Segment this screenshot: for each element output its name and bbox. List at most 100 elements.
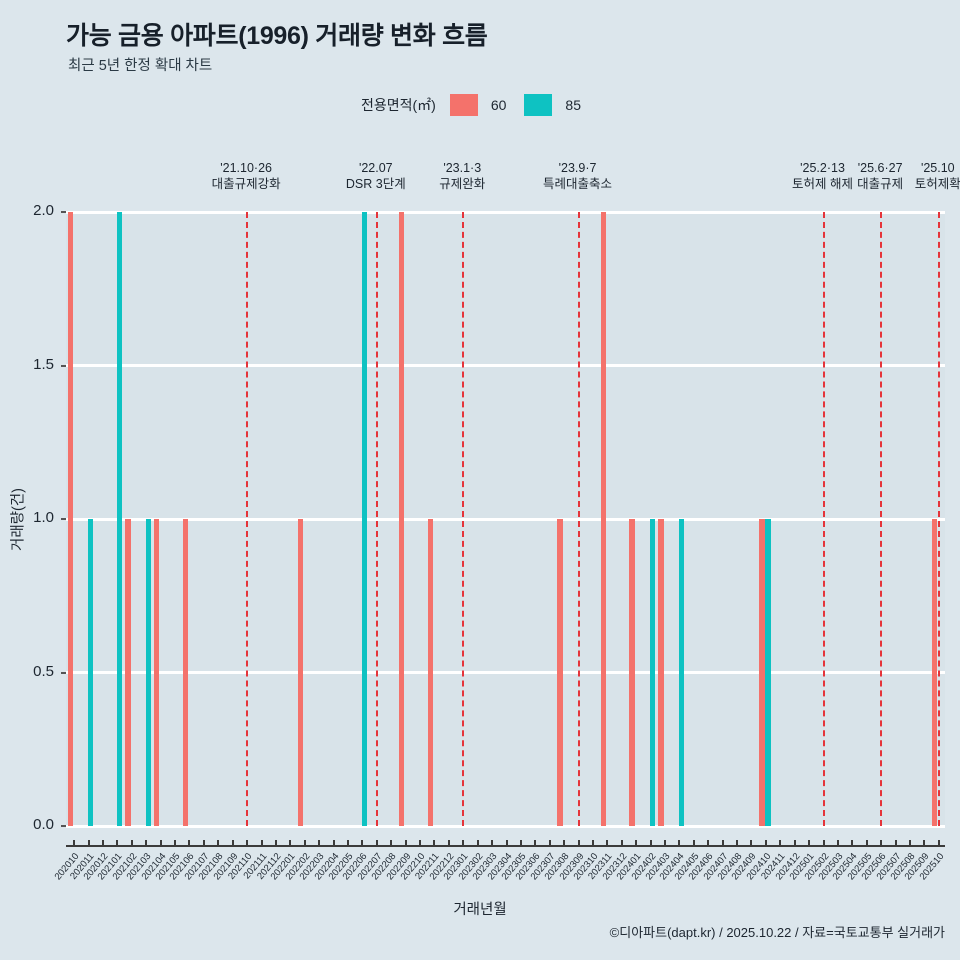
event-annotation-date: '21.10·26 [220,161,272,175]
x-tick-mark [346,840,349,847]
x-tick-mark [519,840,522,847]
y-tick-label: 1.5 [33,355,54,373]
event-annotation-text: 토허제 해제 [792,177,854,191]
event-line [880,212,883,826]
x-tick-mark [534,840,537,847]
x-tick-mark [73,840,76,847]
x-tick-mark [202,840,205,847]
gridline [66,824,945,828]
x-tick-mark [635,840,638,847]
event-annotation: '21.10·26 대출규제강화 [212,160,281,192]
bar[interactable] [182,519,189,826]
bar[interactable] [145,519,151,826]
x-tick-mark [375,840,378,847]
y-tick-mark [61,825,66,827]
event-annotation-date: '25.6·27 [857,161,903,175]
x-tick-mark [404,840,407,847]
bar[interactable] [765,519,771,826]
x-tick-mark [87,840,90,847]
bar[interactable] [932,519,938,826]
x-tick-mark [390,840,393,847]
y-tick-mark [61,671,66,674]
x-tick-mark [692,840,695,847]
x-tick-mark [908,840,911,847]
x-tick-mark [591,840,594,847]
gridline [66,671,945,674]
bar[interactable] [557,519,563,826]
legend-item-60[interactable]: 60 [449,94,506,116]
chart-legend: 전용면적(㎡) 60 85 [0,94,960,116]
y-tick-label: 1.0 [33,509,54,526]
bar[interactable] [427,519,434,826]
bar[interactable] [87,519,94,826]
legend-swatch-85 [524,94,553,116]
event-annotation: '25.6·27 대출규제 [857,160,903,192]
x-tick-mark [577,840,580,847]
x-tick-mark [332,840,335,847]
bar[interactable] [600,212,607,826]
x-tick-mark [548,840,551,847]
x-tick-mark [505,840,508,847]
event-annotation-text: DSR 3단계 [345,177,406,191]
y-axis-title: 거래량(건) [10,487,27,552]
event-annotation: '25.10 토허제확 [915,160,960,192]
x-tick-mark [808,840,811,847]
page-subtitle: 최근 5년 한정 확대 차트 [68,58,213,74]
x-tick-mark [865,840,868,847]
bar[interactable] [398,212,405,826]
x-axis: 202010 202011 202012 202101 202102 202103 2021… [53,840,946,882]
event-annotation-date: '23.9·7 [558,161,597,175]
x-tick-mark [750,840,753,847]
event-annotation: '22.07 DSR 3단계 [346,160,406,192]
x-tick-mark [822,840,825,847]
x-tick-mark [419,840,422,847]
legend-swatch-60 [449,94,478,116]
x-tick-mark [433,840,436,847]
bar[interactable] [67,212,73,826]
bar[interactable] [658,519,664,826]
x-tick-mark [361,840,364,847]
y-tick-mark [61,211,66,213]
event-line [246,212,249,826]
x-tick-mark [678,840,681,847]
page-title: 가능 금용 아파트(1996) 거래량 변화 흐름 [66,22,488,50]
x-tick-mark [664,840,666,847]
footer-credit: ©디아파트(dapt.kr) / 2025.10.22 / 자료=국토교통부 실… [609,925,945,940]
bar[interactable] [361,212,368,826]
x-tick-mark [606,840,609,847]
y-tick-mark [61,518,66,520]
event-annotation-text: 규제완화 [439,177,486,191]
x-tick-mark [923,840,926,847]
x-axis-title: 거래년월 [453,902,507,918]
legend-title: 전용면적(㎡) [360,97,436,113]
event-annotation-date: '23.1·3 [443,161,482,175]
x-tick-mark [260,840,263,847]
event-annotation-date: '25.2·13 [800,161,845,175]
x-tick-mark [274,840,277,847]
x-tick-mark [620,840,623,847]
x-tick-mark [188,840,191,847]
bar[interactable] [649,519,656,826]
x-tick-mark [764,840,767,847]
x-tick-mark [649,840,652,847]
plot-area [66,210,945,828]
bar[interactable] [678,519,685,826]
legend-item-85[interactable]: 85 [524,94,581,116]
bar[interactable] [629,519,635,826]
bar[interactable] [125,519,131,826]
bar[interactable] [759,519,765,826]
bar[interactable] [116,212,123,826]
x-tick-mark [318,840,321,847]
x-tick-mark [793,840,796,847]
bar[interactable] [298,519,304,826]
x-tick-mark [736,840,739,847]
bar[interactable] [153,519,160,826]
event-line [462,212,465,826]
x-tick-mark [851,840,854,847]
x-tick-mark [159,840,162,847]
gridline [66,210,945,214]
event-line [577,212,580,826]
x-tick-mark [447,840,450,847]
x-tick-mark [707,840,710,847]
event-annotation-date: '22.07 [358,161,393,175]
